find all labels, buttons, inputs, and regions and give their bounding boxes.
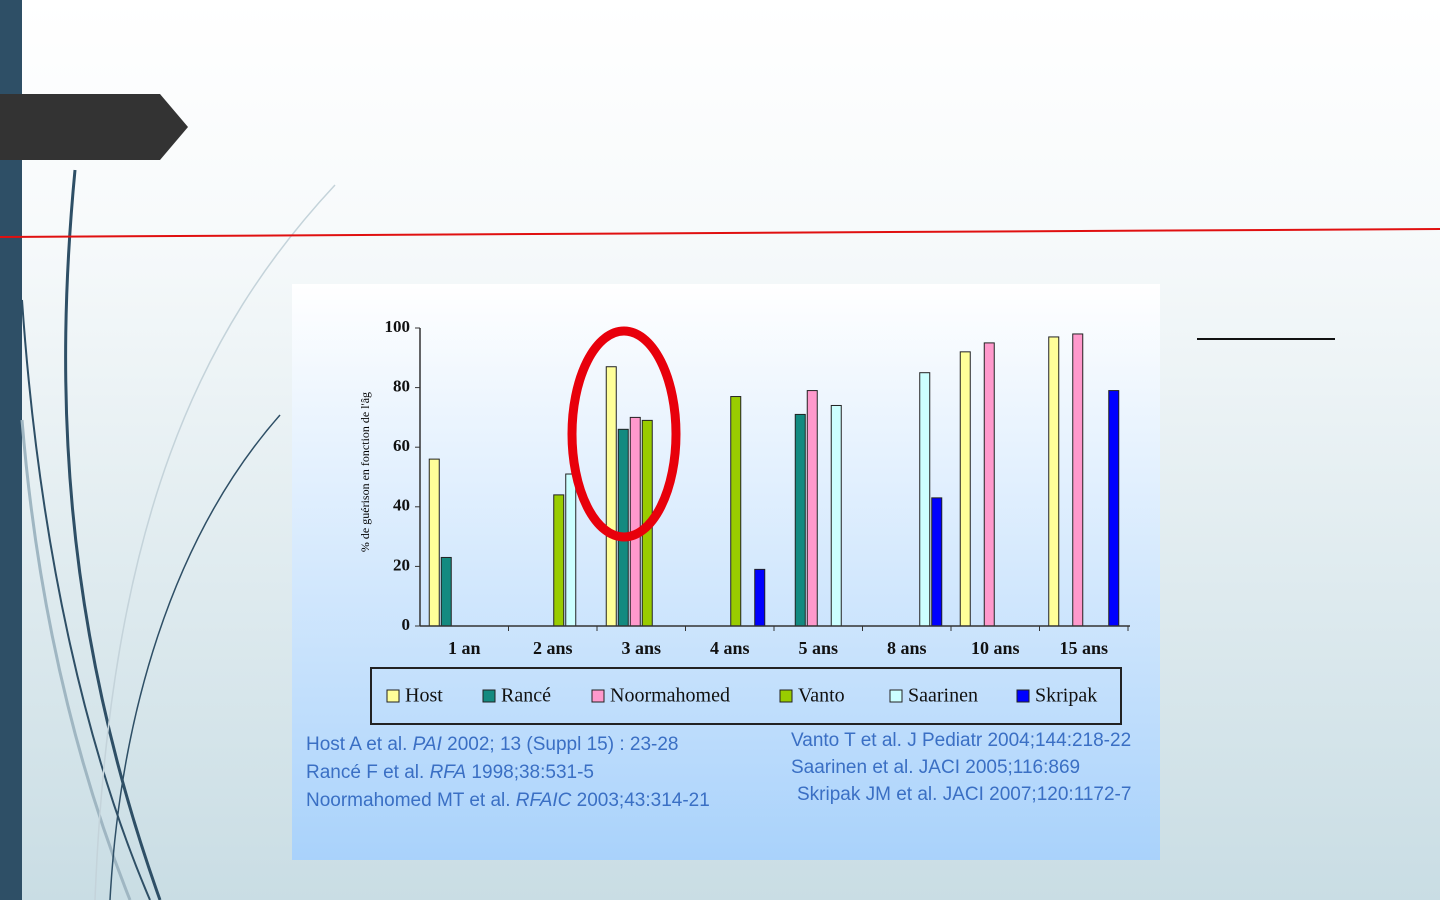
reference: Noormahomed MT et al. RFAIC 2003;43:314-… <box>306 790 710 811</box>
reference-part: RFA <box>430 762 467 783</box>
reference-part: Host A et al. <box>306 734 413 755</box>
bar <box>565 473 577 627</box>
y-tick-label: 60 <box>393 436 410 455</box>
reference: Host A et al. PAI 2002; 13 (Suppl 15) : … <box>306 734 679 755</box>
x-tick-label: 5 ans <box>798 638 838 658</box>
legend-label: Vanto <box>798 685 845 707</box>
reference-part: RFAIC <box>516 790 572 811</box>
y-tick-label: 20 <box>393 555 410 574</box>
legend-label: Noormahomed <box>610 685 730 707</box>
y-axis-label: % de guérison en fonction de l'âg <box>358 392 372 552</box>
bar <box>730 396 742 627</box>
reference: Saarinen et al. JACI 2005;116:869 <box>791 757 1080 778</box>
reference: Rancé F et al. RFA 1998;38:531-5 <box>306 762 594 783</box>
bar <box>617 428 629 627</box>
bar <box>754 568 766 627</box>
reference: Skripak JM et al. JACI 2007;120:1172-7 <box>797 784 1131 805</box>
reference: Vanto T et al. J Pediatr 2004;144:218-22 <box>791 730 1131 751</box>
x-tick-label: 1 an <box>448 638 481 658</box>
bar <box>553 494 565 627</box>
reference-part: 2003;43:314-21 <box>571 790 709 811</box>
bar <box>931 497 943 627</box>
reference-part: 2002; 13 (Suppl 15) : 23-28 <box>442 734 679 755</box>
bar <box>794 413 806 627</box>
y-tick-label: 40 <box>393 496 410 515</box>
y-tick-label: 100 <box>385 317 411 336</box>
bar <box>983 342 995 627</box>
y-tick-label: 0 <box>402 615 411 634</box>
reference-part: 1998;38:531-5 <box>466 762 594 783</box>
x-tick-label: 2 ans <box>533 638 573 658</box>
divider <box>0 228 1440 238</box>
legend-box <box>370 667 1122 725</box>
bar <box>605 366 617 627</box>
bar <box>1072 333 1084 627</box>
reference-part: Rancé F et al. <box>306 762 430 783</box>
y-tick-label: 80 <box>393 377 410 396</box>
highlight-circle <box>567 326 681 542</box>
bar <box>428 458 440 627</box>
x-tick-label: 15 ans <box>1059 638 1108 658</box>
bar <box>919 372 931 627</box>
legend-label: Saarinen <box>908 685 978 707</box>
side-strip <box>0 0 22 900</box>
bar <box>959 351 971 627</box>
bar <box>1048 336 1060 627</box>
bar <box>830 404 842 627</box>
reference-part: Noormahomed MT et al. <box>306 790 516 811</box>
x-tick-label: 4 ans <box>710 638 750 658</box>
x-tick-label: 10 ans <box>971 638 1020 658</box>
legend-label: Skripak <box>1035 685 1097 707</box>
legend-swatch <box>482 689 496 703</box>
legend-label: Rancé <box>501 685 551 707</box>
legend-swatch <box>386 689 400 703</box>
bar <box>1108 390 1120 627</box>
title-arrow <box>0 94 188 160</box>
legend-label: Host <box>405 685 443 707</box>
x-tick-label: 3 ans <box>621 638 661 658</box>
bar <box>806 390 818 627</box>
reference-part: PAI <box>413 734 443 755</box>
bar <box>440 556 452 627</box>
legend-swatch <box>889 689 903 703</box>
legend-swatch <box>1016 689 1030 703</box>
decor-curves <box>20 169 336 900</box>
legend-swatch <box>779 689 793 703</box>
legend-swatch <box>591 689 605 703</box>
x-tick-label: 8 ans <box>887 638 927 658</box>
bar <box>629 416 641 627</box>
